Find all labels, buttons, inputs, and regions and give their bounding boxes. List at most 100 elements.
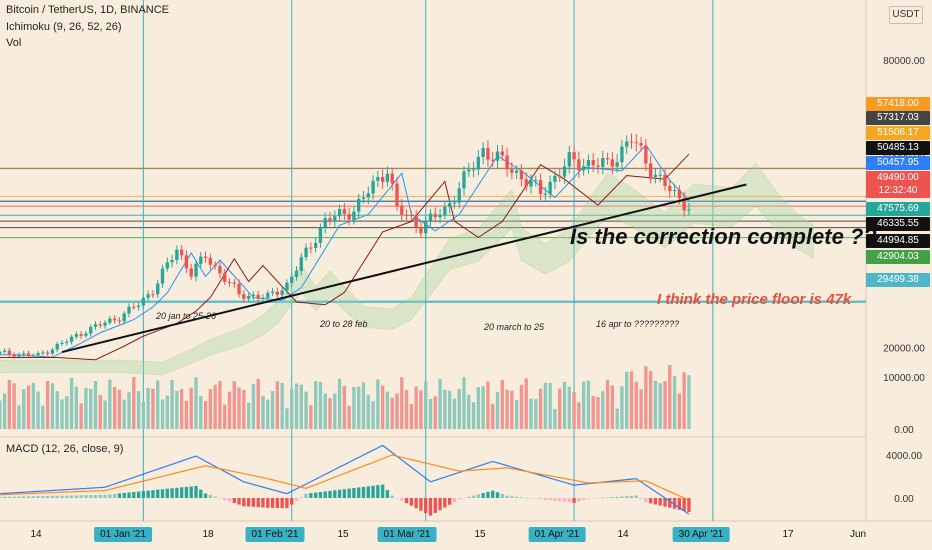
volume-bar: [256, 379, 260, 429]
volume-bar: [610, 385, 615, 429]
price-badge: 50485.13: [866, 141, 930, 155]
macd-histogram-bar: [26, 496, 31, 498]
candle-body: [371, 180, 375, 194]
candle-body: [658, 174, 662, 176]
candle-body: [562, 166, 567, 177]
candle-body: [572, 152, 576, 160]
macd-histogram-bar: [519, 497, 524, 498]
macd-histogram-bar: [270, 498, 275, 508]
macd-histogram-bar: [89, 495, 93, 498]
price-badge: 12:32:40: [866, 184, 930, 198]
volume-bar: [304, 391, 308, 429]
macd-histogram-bar: [31, 496, 35, 498]
candle-body: [304, 247, 308, 258]
macd-histogram-bar: [141, 491, 146, 498]
macd-histogram-bar: [634, 495, 638, 498]
tenkan-line: [0, 144, 690, 358]
candle-body: [443, 206, 447, 216]
macd-histogram-bar: [395, 498, 399, 499]
price-badge: 42904.03: [866, 250, 930, 264]
volume-bar: [213, 384, 217, 429]
candle-body: [586, 160, 591, 167]
candle-body: [175, 249, 179, 260]
macd-histogram-bar: [218, 498, 222, 499]
macd-histogram-bar: [548, 498, 552, 501]
volume-bar: [36, 391, 40, 429]
volume-bar: [26, 385, 31, 429]
candle-body: [160, 268, 165, 284]
macd-histogram-bar: [17, 496, 21, 498]
macd-histogram-bar: [457, 498, 461, 500]
volume-bar: [318, 381, 323, 429]
macd-histogram-bar: [629, 495, 634, 498]
candle-body: [79, 334, 83, 336]
candle-body: [438, 215, 442, 218]
macd-histogram-bar: [251, 498, 256, 507]
macd-histogram-bar: [471, 495, 476, 498]
price-badge: 57418.00: [866, 97, 930, 111]
candle-body: [347, 214, 351, 220]
currency-selector[interactable]: USDT: [889, 6, 923, 24]
ichimoku-cloud: [0, 162, 814, 376]
volume-bar: [510, 390, 514, 429]
volume-bar: [31, 382, 35, 429]
volume-bar: [395, 393, 399, 429]
macd-histogram-bar: [677, 498, 682, 510]
macd-histogram-bar: [290, 498, 294, 505]
volume-bar: [500, 379, 504, 429]
candle-body: [510, 169, 514, 173]
volume-bar: [218, 381, 222, 429]
candle-body: [495, 151, 500, 161]
volume-bar: [634, 381, 638, 429]
macd-histogram-bar: [175, 487, 179, 498]
candle-body: [251, 294, 256, 296]
volume-bar: [419, 390, 423, 429]
volume-bar: [74, 386, 79, 429]
macd-histogram-bar: [41, 496, 45, 498]
candle-body: [333, 216, 337, 222]
macd-indicator-label[interactable]: MACD (12, 26, close, 9): [6, 443, 124, 455]
volume-bar: [65, 396, 69, 429]
volume-bar: [84, 387, 88, 429]
candle-body: [500, 151, 504, 156]
candle-body: [60, 342, 64, 344]
volume-bar: [591, 395, 595, 429]
volume-bar: [390, 397, 394, 429]
candle-body: [419, 227, 423, 234]
macd-histogram-bar: [117, 493, 122, 498]
volume-bar: [668, 364, 672, 429]
candle-body: [452, 202, 457, 204]
macd-histogram-bar: [553, 498, 557, 501]
macd-histogram-bar: [380, 484, 385, 498]
candle-body: [668, 185, 672, 192]
volume-indicator-label[interactable]: Vol: [6, 37, 22, 49]
macd-histogram-bar: [36, 496, 40, 498]
volume-bar: [572, 392, 576, 429]
symbol-title[interactable]: Bitcoin / TetherUS, 1D, BINANCE: [6, 4, 170, 16]
macd-histogram-bar: [601, 497, 605, 499]
period-note-4: 16 apr to ?????????: [596, 319, 680, 329]
volume-bar: [682, 372, 686, 429]
volume-bar: [400, 377, 404, 429]
macd-histogram-bar: [132, 491, 136, 498]
candle-body: [524, 179, 528, 187]
macd-histogram-bar: [668, 498, 672, 508]
ichimoku-indicator-label[interactable]: Ichimoku (9, 26, 52, 26): [6, 21, 122, 33]
volume-bar: [98, 395, 102, 429]
macd-histogram-bar: [65, 495, 69, 498]
macd-histogram-bar: [687, 498, 691, 512]
macd-histogram-bar: [510, 496, 514, 498]
macd-histogram-bar: [658, 498, 662, 506]
candle-body: [467, 169, 471, 172]
macd-histogram-bar: [151, 490, 155, 498]
candle-body: [112, 318, 117, 321]
macd-histogram-bar: [371, 485, 375, 498]
macd-histogram-bar: [366, 486, 370, 498]
macd-histogram-bar: [409, 498, 414, 506]
macd-histogram-bar: [644, 498, 648, 503]
price-tick-label: 80000.00: [883, 56, 925, 67]
macd-histogram-bar: [452, 498, 457, 503]
macd-histogram-bar: [179, 487, 184, 498]
